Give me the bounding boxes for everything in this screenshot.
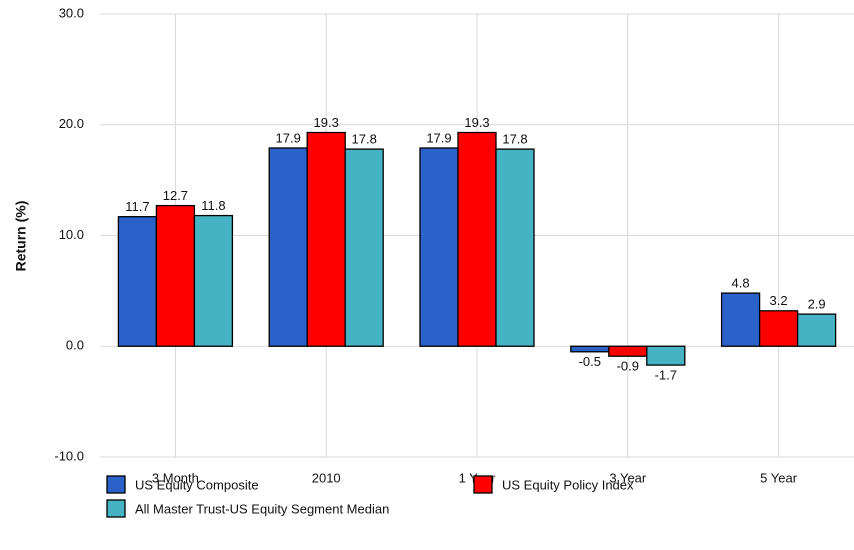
x-tick-label: 5 Year bbox=[760, 470, 798, 485]
data-label: 2.9 bbox=[808, 297, 826, 312]
bar bbox=[117, 216, 158, 347]
data-label: 19.3 bbox=[464, 115, 489, 130]
y-tick-label: 20.0 bbox=[59, 116, 84, 131]
legend-swatch bbox=[106, 499, 126, 518]
y-tick-label: -10.0 bbox=[54, 448, 84, 463]
bar bbox=[344, 148, 384, 347]
legend-label: US Equity Policy Index bbox=[502, 477, 634, 492]
y-tick-label: 0.0 bbox=[66, 338, 84, 353]
data-label: 4.8 bbox=[732, 276, 750, 291]
bar bbox=[155, 204, 196, 347]
bar bbox=[268, 147, 308, 347]
data-label: 3.2 bbox=[770, 293, 788, 308]
data-label: -0.9 bbox=[617, 359, 639, 374]
legend-swatch bbox=[473, 475, 493, 494]
data-label: 11.8 bbox=[201, 198, 225, 213]
legend-label: All Master Trust-US Equity Segment Media… bbox=[135, 501, 389, 516]
bar bbox=[796, 313, 837, 347]
x-tick-label: 3 Month bbox=[152, 470, 199, 485]
legend-label: US Equity Composite bbox=[135, 477, 259, 492]
data-label: 11.7 bbox=[125, 199, 149, 214]
data-label: 12.7 bbox=[163, 188, 188, 203]
bar bbox=[495, 148, 535, 347]
bar bbox=[306, 131, 346, 347]
bar bbox=[570, 345, 610, 353]
bar bbox=[457, 131, 497, 347]
bar bbox=[193, 214, 234, 347]
data-label: 17.8 bbox=[352, 132, 377, 147]
y-tick-label: 10.0 bbox=[59, 227, 84, 242]
bar bbox=[608, 345, 648, 357]
bar bbox=[720, 292, 761, 347]
bar bbox=[758, 310, 799, 347]
legend-swatch bbox=[106, 475, 126, 494]
data-label: 17.8 bbox=[502, 132, 527, 147]
x-tick-label: 2010 bbox=[312, 470, 341, 485]
bar bbox=[646, 345, 686, 366]
data-label: -0.5 bbox=[579, 354, 601, 369]
data-label: -1.7 bbox=[655, 368, 677, 383]
data-label: 19.3 bbox=[314, 115, 339, 130]
bar bbox=[419, 147, 459, 347]
y-axis-label: Return (%) bbox=[13, 201, 29, 272]
x-tick-label: 3 Year bbox=[609, 470, 647, 485]
y-tick-label: 30.0 bbox=[59, 5, 84, 20]
data-label: 17.9 bbox=[426, 130, 451, 145]
data-label: 17.9 bbox=[276, 130, 301, 145]
